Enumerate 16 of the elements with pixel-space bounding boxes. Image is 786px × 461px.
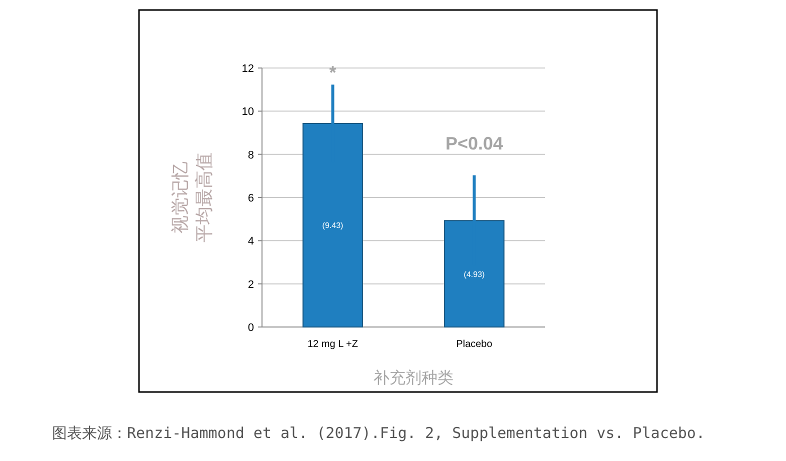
- y-tick-label: 6: [248, 192, 254, 204]
- y-tick-label: 4: [248, 236, 254, 248]
- annotation: *: [329, 62, 336, 83]
- x-axis-title: 补充剂种类: [374, 369, 454, 387]
- data-label: (9.43): [322, 221, 344, 230]
- x-tick-label: 12 mg L +Z: [308, 339, 358, 350]
- y-axis-title: 视觉记忆平均最高值: [170, 152, 214, 242]
- y-tick-label: 0: [248, 322, 254, 334]
- y-tick-label: 2: [248, 278, 254, 291]
- y-tick-label: 8: [248, 149, 254, 162]
- data-label: (4.93): [464, 270, 486, 279]
- y-tick-label: 12: [242, 63, 254, 75]
- x-tick-label: Placebo: [456, 339, 493, 350]
- text: 图表来源：Renzi-Hammond et al. (2017).Fig. 2, Supplementation vs. Placebo.: [52, 424, 705, 442]
- annotation: P<0.04: [445, 133, 504, 154]
- y-tick-label: 10: [242, 106, 254, 118]
